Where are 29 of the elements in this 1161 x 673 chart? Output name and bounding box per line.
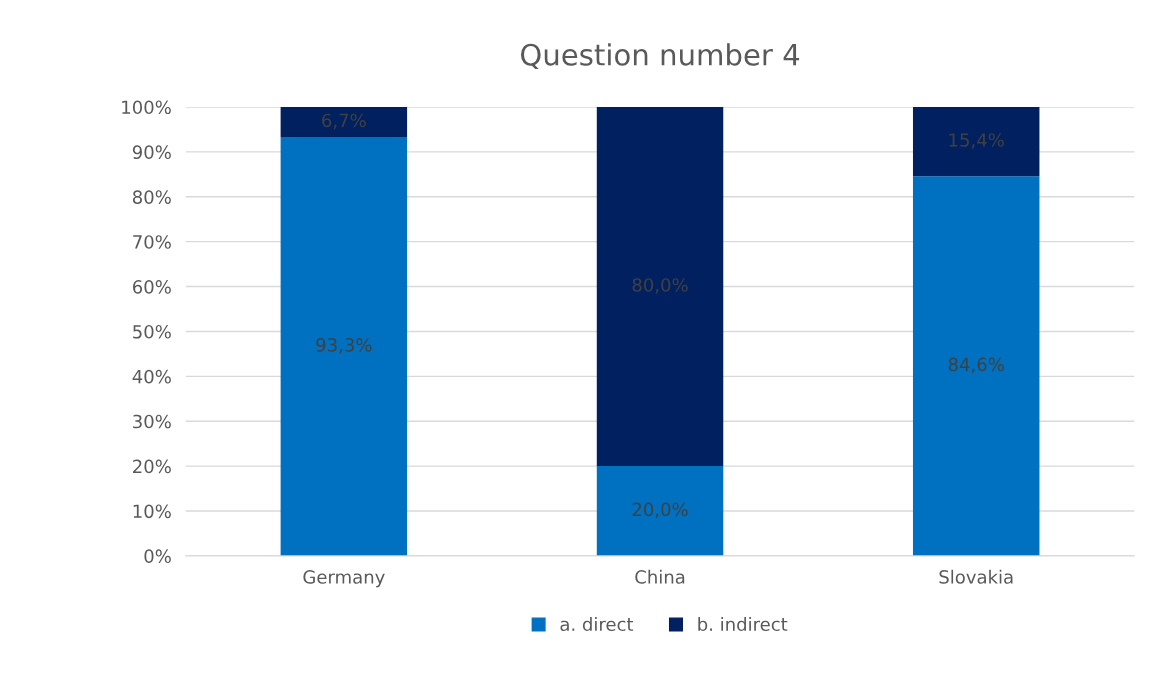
legend-label: a. direct: [560, 617, 634, 632]
x-tick-label: Germany: [303, 570, 385, 588]
x-tick-label: China: [635, 569, 685, 584]
y-tick-label: 40%: [132, 369, 171, 384]
bar: [596, 466, 724, 556]
bar: [596, 107, 724, 467]
bar: [280, 107, 408, 138]
y-tick-label: 10%: [133, 504, 171, 519]
y-tick-label: 90%: [132, 145, 171, 160]
y-tick-label: 50%: [133, 324, 171, 339]
y-tick-label: 100%: [122, 100, 171, 115]
bar: [280, 137, 408, 556]
chart-title: Question number 4: [520, 43, 800, 70]
y-tick-label: 80%: [132, 190, 171, 204]
data-label: 6,7%: [322, 113, 366, 130]
data-label: 15,4%: [949, 133, 1004, 149]
y-tick-label: 70%: [133, 235, 171, 249]
y-tick-label: 0%: [144, 549, 171, 564]
data-label: 20,0%: [632, 502, 688, 519]
legend-label: b. indirect: [698, 617, 788, 632]
y-tick-label: 20%: [133, 459, 171, 474]
bar: [912, 176, 1040, 556]
bar: [912, 107, 1040, 177]
data-label: 84,6%: [948, 357, 1004, 374]
data-label: 80,0%: [632, 278, 688, 294]
y-tick-label: 60%: [133, 280, 171, 294]
y-tick-label: 30%: [133, 414, 171, 429]
data-label: 93,3%: [316, 338, 372, 354]
x-tick-label: Slovakia: [939, 569, 1013, 584]
